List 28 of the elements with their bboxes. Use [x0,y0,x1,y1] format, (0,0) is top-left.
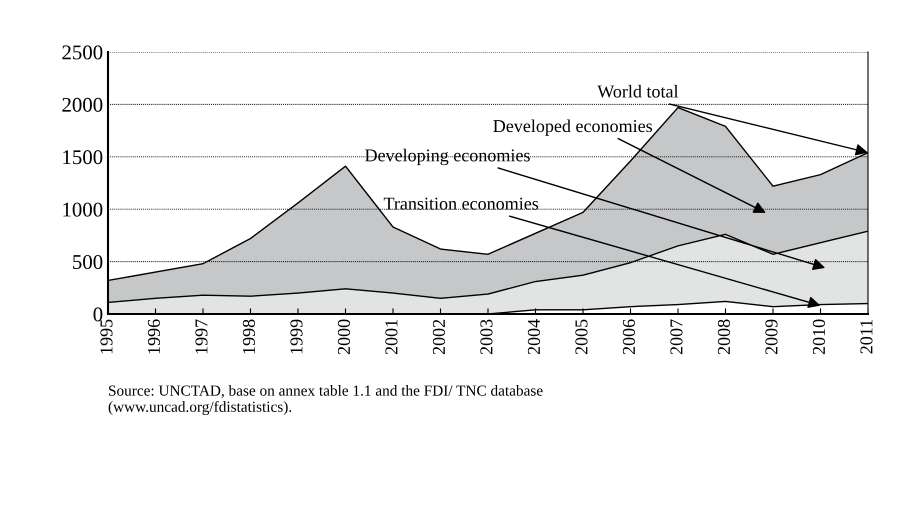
y-tick-label: 2500 [62,45,102,60]
annotation: Developing economies [365,148,530,166]
annotation: World total [597,84,678,98]
x-tick-label: 2007 [670,319,683,354]
annotation: Transition economies [384,198,538,210]
source-note: Source: UNCTAD, base on annex table 1.1 and the FDI/ TNC database (www.uncad.org/fdistatistics). [108,385,543,416]
x-tick-label: 1995 [100,320,113,354]
y-tick-label: 1500 [63,150,102,164]
x-tick-label: 2009 [765,320,778,354]
x-tick-label: 1997 [195,319,208,354]
y-tick-label: 0 [94,307,102,322]
x-tick-label: 1998 [242,320,256,354]
x-tick-label: 2003 [480,320,493,354]
x-tick-label: 2005 [575,320,588,354]
x-tick-label: 1999 [290,320,303,354]
x-tick-label: 2010 [812,320,826,354]
x-tick-label: 2011 [860,320,873,354]
x-tick-label: 2000 [338,320,350,354]
x-tick-label: 2004 [528,319,540,354]
x-tick-label: 2008 [718,320,730,354]
x-tick-label: 2002 [432,320,446,354]
x-tick-label: 2006 [622,319,636,354]
y-tick-label: 2000 [62,98,102,112]
x-tick-label: 1996 [148,319,160,354]
x-tick-label: 2001 [385,320,398,354]
y-tick-label: 1000 [63,202,102,217]
annotation: Developed economies [493,119,652,136]
y-tick-label: 500 [73,254,102,270]
